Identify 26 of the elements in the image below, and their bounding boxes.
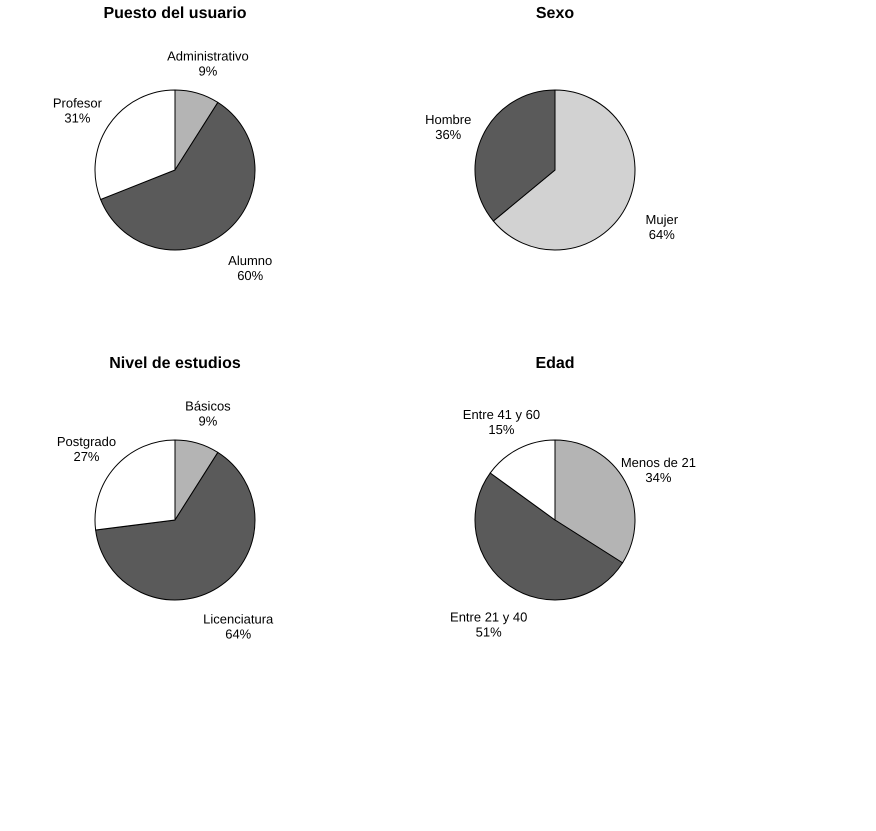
data-label: 64% [648,227,676,242]
data-label: 27% [73,448,100,464]
slice-label: Básicos [185,398,232,414]
data-label: 60% [237,268,264,283]
chart-title: Edad [535,355,575,372]
slice-label: Mujer [646,212,679,228]
slice-label: Administrativo [167,48,249,64]
data-label: 15% [488,422,515,437]
data-label: 9% [198,414,218,429]
data-label: 51% [476,624,502,640]
slice-label: Entre 41 y 60 [462,406,540,422]
chart-title: Sexo [536,5,574,22]
slice-label: Menos de 21 [620,455,696,470]
slice-label: Licenciatura [203,612,274,627]
slice-label: Entre 21 y 40 [450,610,528,625]
data-label: 31% [64,110,91,126]
slice-label: Alumno [228,252,272,268]
slice-label: Profesor [52,96,103,111]
data-label: 36% [435,126,462,142]
chart-title: Nivel de estudios [109,355,241,372]
slice-label: Postgrado [56,434,116,449]
data-label: 9% [198,64,218,79]
data-label: 34% [645,470,672,486]
slice-label: Hombre [425,112,472,127]
data-label: 64% [225,626,252,642]
chart-title: Puesto del usuario [103,5,247,22]
